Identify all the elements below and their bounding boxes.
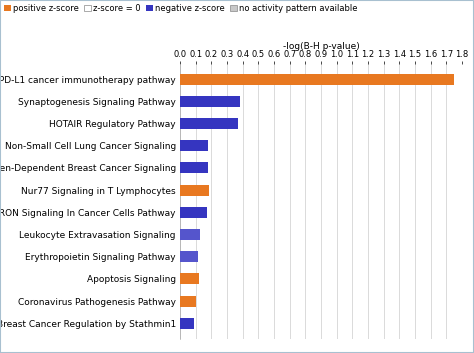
Bar: [180, 96, 240, 107]
Bar: [180, 318, 194, 329]
X-axis label: -log(B-H p-value): -log(B-H p-value): [283, 42, 359, 51]
Bar: [180, 229, 201, 240]
Bar: [180, 185, 209, 196]
Bar: [180, 273, 199, 285]
Bar: [180, 140, 209, 151]
Bar: [180, 73, 454, 85]
Bar: [180, 295, 196, 307]
Bar: [180, 118, 238, 129]
Bar: [180, 162, 208, 173]
Bar: [180, 207, 207, 218]
Legend: positive z-score, z-score = 0, negative z-score, no activity pattern available: positive z-score, z-score = 0, negative …: [4, 4, 357, 13]
Bar: [180, 251, 198, 262]
